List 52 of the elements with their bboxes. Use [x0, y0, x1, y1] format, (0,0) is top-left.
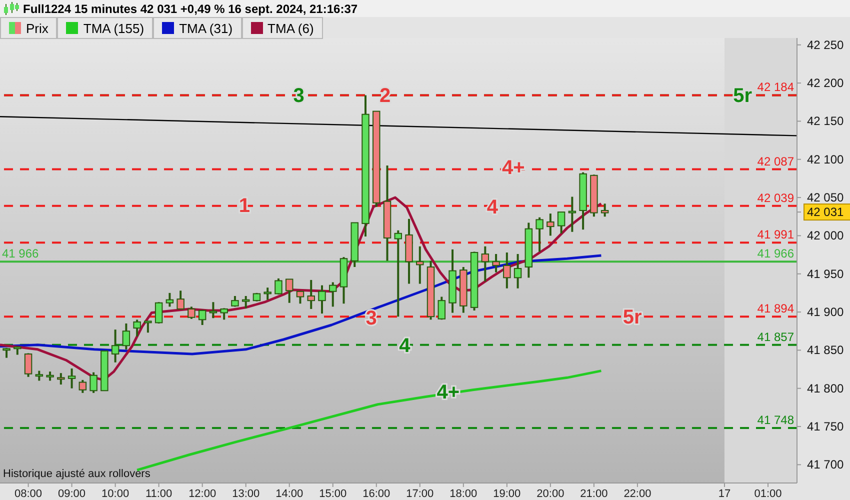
legend-label: Prix: [26, 20, 48, 36]
y-tick-label: 41 800: [807, 381, 844, 396]
x-tick-label: 17: [718, 488, 731, 500]
legend-label: TMA (155): [83, 20, 144, 36]
x-tick-label: 09:00: [58, 488, 86, 500]
y-tick-label: 41 950: [807, 266, 844, 281]
y-tick-label: 42 031: [807, 205, 844, 220]
annotation: 5r: [733, 85, 752, 108]
ref-line-label: 41 857: [757, 330, 794, 344]
x-tick-label: 13:00: [232, 488, 260, 500]
annotation: 2: [380, 85, 391, 108]
x-tick-label: 15:00: [319, 488, 347, 500]
x-tick-label: 14:00: [276, 488, 304, 500]
ref-line-label: 41 966: [757, 246, 794, 261]
legend-label: TMA (31): [179, 20, 233, 36]
y-tick-label: 42 000: [807, 228, 844, 243]
x-tick-label: 20:00: [536, 488, 564, 500]
y-tick-label: 42 250: [807, 38, 844, 52]
ref-line-label: 42 087: [757, 154, 794, 168]
annotation: 1: [238, 195, 250, 218]
ref-line-label: 41 894: [757, 302, 794, 316]
y-tick-label: 41 700: [807, 458, 844, 472]
x-tick-label: 22:00: [624, 488, 652, 500]
x-tick-label: 12:00: [188, 488, 216, 500]
y-tick-label: 41 850: [807, 343, 844, 358]
x-tick-label: 16:00: [362, 488, 390, 500]
x-tick-label: 18:00: [450, 488, 478, 500]
ref-line-label: 41 991: [757, 228, 794, 242]
ref-line-label: 42 184: [757, 80, 794, 94]
x-tick-label: 08:00: [14, 488, 42, 500]
annotation: 4: [486, 196, 499, 219]
y-tick-label: 41 750: [807, 420, 844, 434]
ref-line-label: 41 748: [757, 413, 794, 428]
y-tick-label: 41 900: [807, 305, 844, 320]
y-tick-label: 42 150: [807, 114, 844, 128]
x-tick-label: 21:00: [580, 488, 608, 500]
annotation: 3: [366, 307, 377, 330]
legend-label: TMA (6): [268, 20, 314, 36]
annotation: 5r: [622, 306, 642, 329]
chart-title: Full1224 15 minutes 42 031 +0,49 % 16 sept. 2024, 21:16:37: [23, 2, 358, 16]
y-tick-label: 42 200: [807, 76, 844, 90]
x-tick-label: 19:00: [493, 488, 521, 500]
y-tick-label: 42 050: [807, 190, 844, 205]
x-tick-label: 10:00: [102, 488, 130, 500]
text: 41 966: [2, 246, 39, 261]
ref-line-label: 42 039: [757, 190, 794, 205]
annotation: 4: [399, 334, 412, 357]
annotation: Historique ajusté aux rollovers: [3, 468, 150, 480]
x-tick-label: 17:00: [406, 488, 434, 500]
y-tick-label: 42 100: [807, 152, 844, 166]
x-tick-label: 11:00: [145, 488, 172, 500]
x-tick-label: 01:00: [754, 488, 782, 500]
